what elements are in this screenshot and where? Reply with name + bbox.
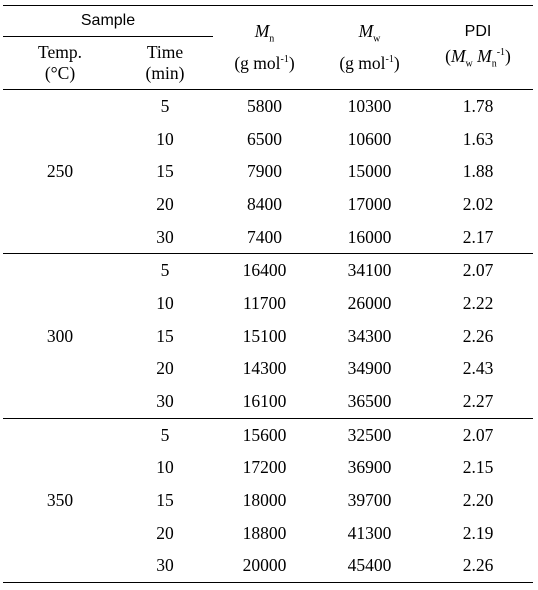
time-cell: 30 [156,226,174,247]
table-row: 250 5 5800 10300 1.78 [3,89,533,255]
pdi-cell: 2.19 [462,522,494,543]
mn-cell: 7900 [247,161,282,182]
table-row: 10 6500 10600 1.63 [3,123,533,156]
pdi-cell: 1.78 [462,95,494,116]
time-cell: 5 [160,95,170,116]
table-row: 10 17200 36900 2.15 [3,452,533,485]
time-cell: 20 [156,358,174,379]
table-row: 30 7400 16000 2.17 [3,221,533,254]
time-cell: 5 [160,424,170,445]
mn-cell: 8400 [247,193,282,214]
mw-cell: 10300 [347,95,392,116]
table-body: 250 5 5800 10300 1.78 10 6500 10600 1.63… [3,89,533,584]
pdi-cell: 2.26 [462,555,494,576]
mw-header: Mw (g mol-1) [316,5,423,90]
table-row: 15 7900 15000 1.88 [3,155,533,188]
time-cell: 20 [156,522,174,543]
mn-cell: 7400 [247,226,282,247]
mn-cell: 6500 [247,128,282,149]
pdi-cell: 2.02 [462,193,494,214]
pdi-cell: 2.17 [462,226,494,247]
mw-cell: 45400 [347,555,392,576]
time-cell: 30 [156,391,174,412]
table-row: 15 15100 34300 2.26 [3,320,533,353]
mw-cell: 17000 [347,193,392,214]
mw-cell: 39700 [347,490,392,511]
mw-cell: 26000 [347,292,392,313]
time-cell: 15 [156,161,174,182]
pdi-cell: 2.26 [462,325,494,346]
mw-cell: 36500 [347,391,392,412]
table-row: 20 18800 41300 2.19 [3,517,533,550]
pdi-cell: 2.27 [462,391,494,412]
table-row: 300 5 16400 34100 2.07 [3,253,533,419]
pdi-cell: 2.07 [462,424,494,445]
mn-header: Mn (g mol-1) [213,5,316,90]
mw-cell: 34900 [347,358,392,379]
mw-cell: 34300 [347,325,392,346]
pdi-cell: 2.22 [462,292,494,313]
mn-cell: 14300 [242,358,287,379]
pdi-cell: 2.43 [462,358,494,379]
mn-cell: 5800 [247,95,282,116]
time-cell: 15 [156,490,174,511]
mn-cell: 18800 [242,522,287,543]
sample-header: Sample [80,12,136,29]
time-cell: 5 [160,260,170,281]
mw-cell: 34100 [347,260,392,281]
mw-cell: 41300 [347,522,392,543]
mn-cell: 11700 [242,292,287,313]
mn-cell: 18000 [242,490,287,511]
mw-cell: 36900 [347,457,392,478]
table-row: 15 18000 39700 2.20 [3,484,533,517]
pdi-cell: 1.88 [462,161,494,182]
table-row: 20 8400 17000 2.02 [3,188,533,221]
temp-cell: 250 [3,89,117,255]
table-row: 350 5 15600 32500 2.07 [3,418,533,584]
mw-cell: 10600 [347,128,392,149]
temp-header: Temp. (°C) [3,36,117,90]
mn-cell: 15100 [242,325,287,346]
time-header: Time (min) [117,36,213,90]
time-cell: 20 [156,193,174,214]
mn-cell: 20000 [242,555,287,576]
mn-cell: 16100 [242,391,287,412]
table-container: Sample Mn (g mol-1) Mw (g mol-1) PDI (Mw… [3,5,533,584]
pdi-cell: 2.07 [462,260,494,281]
pdi-cell: 2.20 [462,490,494,511]
mw-cell: 32500 [347,424,392,445]
time-cell: 10 [156,128,174,149]
pdi-header: PDI (Mw Mn-1) [423,5,533,90]
mn-cell: 15600 [242,424,287,445]
time-cell: 15 [156,325,174,346]
time-cell: 30 [156,555,174,576]
temp-cell: 300 [3,253,117,419]
temp-cell: 350 [3,418,117,584]
mw-cell: 15000 [347,161,392,182]
pdi-cell: 2.15 [462,457,494,478]
time-cell: 10 [156,292,174,313]
mn-cell: 17200 [242,457,287,478]
table-row: 20 14300 34900 2.43 [3,353,533,386]
table-header: Sample Mn (g mol-1) Mw (g mol-1) PDI (Mw… [3,5,533,90]
table-row: 10 11700 26000 2.22 [3,287,533,320]
time-cell: 10 [156,457,174,478]
table-row: 30 20000 45400 2.26 [3,550,533,583]
gpc-results-table: Sample Mn (g mol-1) Mw (g mol-1) PDI (Mw… [3,5,533,584]
pdi-cell: 1.63 [462,128,494,149]
mn-cell: 16400 [242,260,287,281]
mw-cell: 16000 [347,226,392,247]
table-row: 30 16100 36500 2.27 [3,385,533,419]
